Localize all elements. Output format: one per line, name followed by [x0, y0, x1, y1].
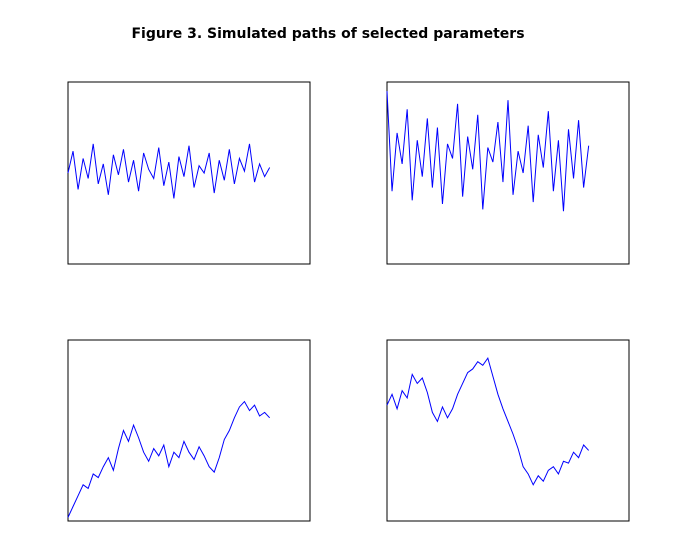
figure-title: Figure 3. Simulated paths of selected pa… [131, 26, 524, 42]
series-line [67, 400, 271, 518]
series-line [386, 91, 590, 212]
plot-frame [386, 339, 630, 522]
series-line [67, 143, 271, 199]
plot-frame [67, 339, 311, 522]
plot-frame [386, 81, 630, 265]
series-line [386, 356, 590, 486]
